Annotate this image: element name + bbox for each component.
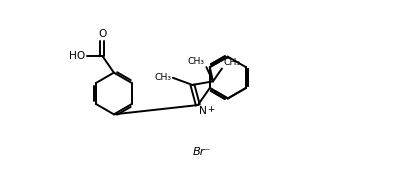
Text: CH₃: CH₃ bbox=[223, 58, 241, 67]
Text: Br⁻: Br⁻ bbox=[193, 147, 212, 157]
Text: HO: HO bbox=[69, 51, 85, 61]
Text: O: O bbox=[98, 29, 106, 39]
Text: N: N bbox=[199, 106, 207, 116]
Text: CH₃: CH₃ bbox=[154, 73, 171, 82]
Text: CH₃: CH₃ bbox=[188, 57, 205, 66]
Text: +: + bbox=[207, 105, 214, 114]
